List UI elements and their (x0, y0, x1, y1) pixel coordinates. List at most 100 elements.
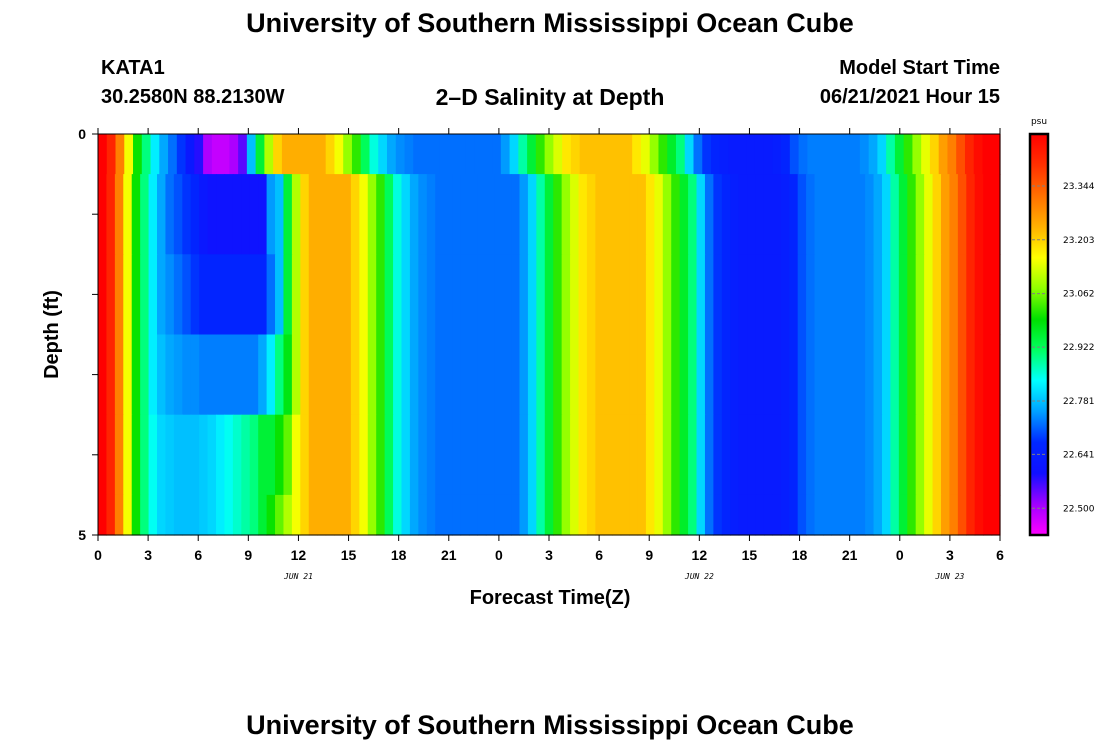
heatmap-cell (360, 134, 371, 175)
heatmap-cell (957, 414, 967, 496)
heatmap-cell (325, 494, 335, 536)
heatmap-cell (637, 254, 647, 336)
heatmap-cell (544, 174, 554, 255)
heatmap-cell (220, 134, 230, 175)
heatmap-cell (924, 254, 934, 336)
heatmap-cell (519, 254, 529, 336)
heatmap-cell (527, 254, 537, 336)
heatmap-cell (730, 174, 740, 255)
heatmap-cell (241, 174, 251, 255)
heatmap-cell (561, 334, 571, 416)
heatmap-cell (949, 414, 959, 496)
heatmap-cell (246, 134, 257, 175)
heatmap-cell (662, 254, 672, 336)
heatmap-cell (696, 174, 706, 255)
heatmap-cell (612, 334, 622, 416)
heatmap-cell (106, 494, 116, 536)
heatmap-cell (300, 174, 310, 255)
heatmap-cell (502, 254, 512, 336)
heatmap-cell (216, 494, 226, 536)
heatmap-cell (342, 254, 352, 336)
x-tick-label: 3 (946, 547, 954, 563)
heatmap-cell (376, 494, 386, 536)
heatmap-cell (477, 254, 487, 336)
heatmap-cell (460, 334, 470, 416)
heatmap-cell (443, 494, 453, 536)
heatmap-cell (249, 174, 259, 255)
heatmap-cell (932, 254, 942, 336)
heatmap-cell (283, 414, 293, 496)
heatmap-cell (623, 134, 633, 175)
heatmap-cell (207, 174, 217, 255)
heatmap-cell (755, 254, 765, 336)
heatmap-cell (544, 494, 554, 536)
heatmap-cell (696, 254, 706, 336)
heatmap-cell (384, 174, 394, 255)
heatmap-cell (780, 414, 790, 496)
heatmap-cell (859, 134, 870, 175)
heatmap-cell (822, 414, 832, 496)
heatmap-cell (578, 494, 588, 536)
heatmap-cell (924, 414, 934, 496)
heatmap-cell (797, 254, 807, 336)
heatmap-cell (620, 254, 630, 336)
heatmap-cell (308, 134, 318, 175)
heatmap-cell (98, 494, 108, 536)
heatmap-cell (983, 334, 993, 416)
heatmap-cell (460, 494, 470, 536)
heatmap-cell (679, 334, 689, 416)
heatmap-cell (114, 414, 124, 496)
model-start-label: Model Start Time (839, 57, 1000, 79)
heatmap-cell (418, 414, 428, 496)
heatmap-cell (308, 174, 318, 255)
heatmap-cell (713, 334, 723, 416)
heatmap-cell (148, 414, 158, 496)
heatmap-cell (409, 494, 419, 536)
heatmap-cell (704, 494, 714, 536)
heatmap-cell (165, 174, 175, 255)
heatmap-cell (140, 414, 150, 496)
heatmap-cell (224, 414, 234, 496)
x-tick-label: 15 (742, 547, 758, 563)
heatmap-cell (401, 174, 411, 255)
heatmap-cell (806, 494, 816, 536)
heatmap-cell (224, 494, 234, 536)
heatmap-cell (485, 254, 495, 336)
heatmap-cell (747, 494, 757, 536)
heatmap-cell (983, 174, 993, 255)
heatmap-cell (148, 174, 158, 255)
heatmap-cell (789, 334, 799, 416)
heatmap-cell (578, 334, 588, 416)
heatmap-cell (124, 134, 134, 175)
heatmap-cell (890, 494, 900, 536)
heatmap-cell (232, 174, 242, 255)
heatmap-cell (317, 494, 327, 536)
heatmap-cell (675, 134, 686, 175)
heatmap-cell (443, 334, 453, 416)
heatmap-cell (367, 174, 377, 255)
heatmap-cell (422, 134, 432, 175)
heatmap-cell (856, 414, 866, 496)
heatmap-cell (378, 134, 388, 175)
heatmap-cell (949, 174, 959, 255)
heatmap-cell (232, 254, 242, 336)
heatmap-cell (780, 334, 790, 416)
heatmap-cell (148, 254, 158, 336)
heatmap-cell (291, 174, 301, 255)
heatmap-cell (851, 134, 861, 175)
heatmap-cell (452, 254, 462, 336)
heatmap-cell (789, 134, 800, 175)
heatmap-cell (738, 494, 748, 536)
heatmap-cell (527, 414, 537, 496)
heatmap-cell (789, 494, 799, 536)
heatmap-cell (448, 134, 458, 175)
heatmap-cell (578, 174, 588, 255)
heatmap-cell (393, 334, 403, 416)
heatmap-cell (190, 334, 200, 416)
heatmap-cell (956, 134, 966, 175)
heatmap-cell (822, 174, 832, 255)
heatmap-cell (173, 254, 183, 336)
colorbar-tick-label: 23.203 (1063, 236, 1095, 246)
heatmap-cell (502, 174, 512, 255)
heatmap-cell (342, 414, 352, 496)
